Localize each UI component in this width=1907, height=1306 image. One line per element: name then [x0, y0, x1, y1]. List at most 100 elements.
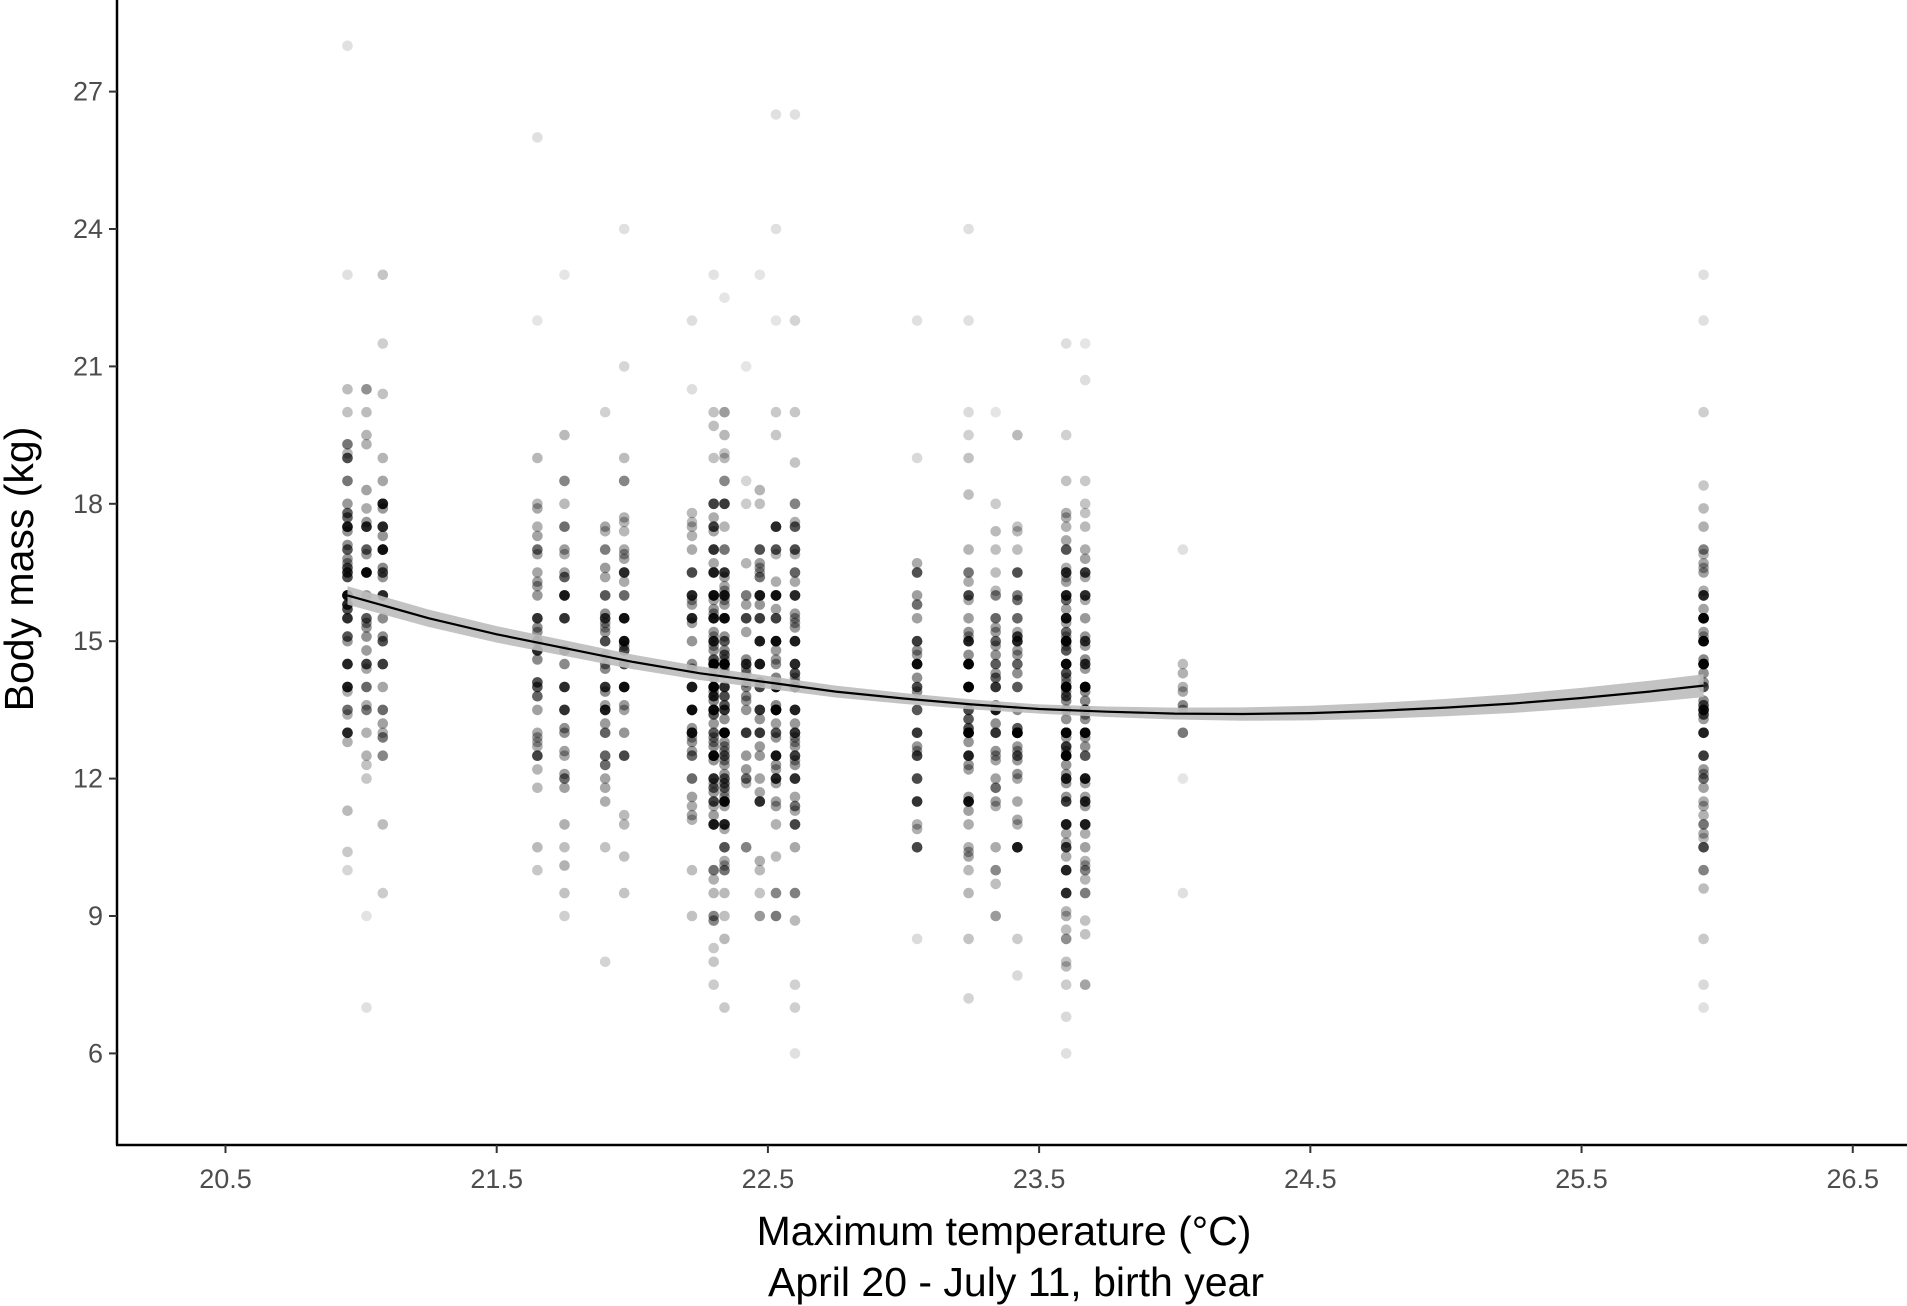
data-point: [1079, 658, 1091, 670]
data-point: [532, 544, 543, 555]
data-point: [911, 842, 923, 853]
data-point: [754, 713, 766, 725]
data-point: [377, 658, 389, 670]
data-point: [1060, 658, 1072, 670]
data-point: [708, 750, 719, 761]
data-point: [754, 887, 766, 899]
data-point: [911, 933, 923, 945]
data-point: [990, 750, 1001, 761]
data-point: [1060, 828, 1072, 839]
data-point: [377, 475, 389, 487]
data-point: [342, 681, 353, 693]
data-point: [708, 521, 719, 532]
data-point: [719, 860, 730, 871]
data-point: [1060, 887, 1072, 899]
data-point: [1060, 567, 1072, 578]
data-point: [1698, 709, 1709, 720]
data-point: [1079, 819, 1091, 830]
data-point: [708, 544, 719, 555]
data-point: [1698, 695, 1709, 706]
data-point: [990, 782, 1001, 794]
data-point: [1060, 773, 1072, 784]
data-point: [1012, 814, 1023, 826]
data-point: [1177, 773, 1189, 784]
data-point: [708, 567, 719, 578]
data-point: [559, 521, 570, 532]
data-point: [1177, 544, 1189, 555]
data-point: [377, 635, 389, 647]
data-point: [770, 704, 782, 716]
data-point: [342, 448, 353, 459]
data-point: [559, 681, 570, 693]
data-point: [1079, 887, 1091, 899]
data-point: [990, 755, 1001, 766]
data-point: [911, 681, 923, 693]
data-point: [1060, 791, 1072, 803]
data-point: [963, 796, 974, 807]
data-point: [599, 635, 611, 647]
data-point: [532, 452, 543, 464]
data-point: [963, 635, 974, 647]
data-point: [342, 439, 353, 450]
data-point: [754, 590, 766, 601]
data-point: [990, 672, 1001, 684]
data-point: [532, 677, 543, 688]
data-point: [361, 567, 372, 578]
data-point: [1012, 727, 1023, 739]
data-point: [719, 704, 730, 716]
data-point: [719, 498, 730, 510]
data-point: [1079, 590, 1091, 601]
data-point: [1079, 654, 1091, 665]
data-point: [708, 654, 719, 665]
data-point: [342, 727, 353, 739]
data-point: [911, 599, 923, 610]
data-point: [770, 635, 782, 647]
data-point: [377, 704, 389, 716]
data-point: [708, 704, 719, 716]
data-point: [1079, 796, 1091, 807]
data-point: [361, 658, 372, 670]
data-point: [740, 475, 752, 487]
data-point: [361, 704, 372, 716]
data-point: [361, 658, 372, 670]
data-point: [911, 681, 923, 693]
data-point: [754, 590, 766, 601]
data-point: [754, 544, 766, 555]
data-point: [559, 704, 570, 716]
data-point: [770, 635, 782, 647]
data-point: [1060, 635, 1072, 647]
data-point: [1012, 842, 1023, 853]
data-point: [1060, 933, 1072, 945]
data-point: [963, 567, 974, 578]
data-point: [911, 567, 923, 578]
data-point: [740, 658, 752, 670]
data-point: [1079, 727, 1091, 739]
data-point: [686, 727, 698, 739]
data-point: [789, 544, 801, 555]
data-point: [618, 704, 630, 716]
data-point: [990, 718, 1001, 729]
data-point: [342, 452, 353, 464]
data-point: [911, 645, 923, 656]
data-point: [963, 613, 974, 624]
data-point: [708, 750, 719, 761]
data-point: [361, 567, 372, 578]
data-point: [990, 626, 1001, 638]
data-point: [911, 796, 923, 807]
confidence-ribbon: [347, 586, 1704, 721]
y-tick-label: 18: [73, 489, 103, 519]
data-point: [911, 796, 923, 807]
data-point: [1079, 860, 1091, 871]
data-point: [1079, 796, 1091, 807]
data-point: [963, 590, 974, 601]
data-point: [963, 315, 974, 326]
data-point: [708, 567, 719, 578]
smooth-fit: [347, 586, 1704, 721]
data-point: [963, 750, 974, 761]
data-point: [532, 580, 543, 592]
data-point: [719, 819, 730, 830]
data-point: [911, 750, 923, 761]
data-point: [1060, 750, 1072, 761]
data-point: [740, 727, 752, 739]
data-point: [559, 727, 570, 739]
